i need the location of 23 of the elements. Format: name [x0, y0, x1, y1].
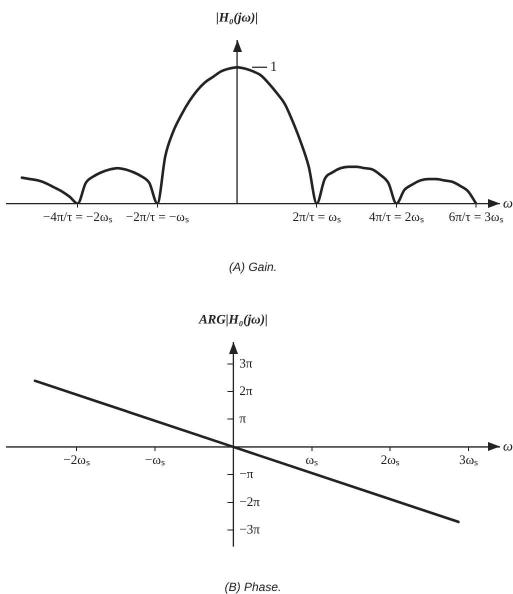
- y-tick-label: π: [239, 410, 246, 426]
- x-axis-title: ω: [503, 196, 513, 212]
- x-tick-label: −2ωₛ: [63, 452, 90, 468]
- y-tick-label: 3π: [239, 355, 253, 370]
- x-tick-label: −ωₛ: [145, 452, 165, 468]
- y-tick-label: −2π: [239, 494, 260, 509]
- y-tick-label: 2π: [239, 382, 253, 398]
- text: (A) Gain.: [228, 260, 278, 274]
- x-tick-label: 2π/τ = ωₛ: [292, 208, 341, 224]
- y-tick-label: −3π: [239, 521, 260, 536]
- x-tick-label: 6π/τ = 3ωₛ: [448, 208, 504, 224]
- x-tick-label: −4π/τ = −2ωₛ: [42, 208, 112, 224]
- y-tick-label: −π: [239, 466, 254, 482]
- x-tick-label: 2ωₛ: [380, 452, 400, 468]
- x-axis-title: ω: [503, 440, 513, 455]
- y-axis-title: |H₀(jω)|: [216, 9, 258, 24]
- annotation: 1: [270, 60, 278, 75]
- x-tick-label: ωₛ: [306, 452, 318, 468]
- text: (B) Phase.: [224, 580, 282, 594]
- x-tick-label: 4π/τ = 2ωₛ: [369, 208, 424, 224]
- x-tick-label: 3ωₛ: [459, 452, 478, 468]
- y-axis-title: ARG|H₀(jω)|: [198, 311, 268, 326]
- x-tick-label: −2π/τ = −ωₛ: [126, 208, 189, 224]
